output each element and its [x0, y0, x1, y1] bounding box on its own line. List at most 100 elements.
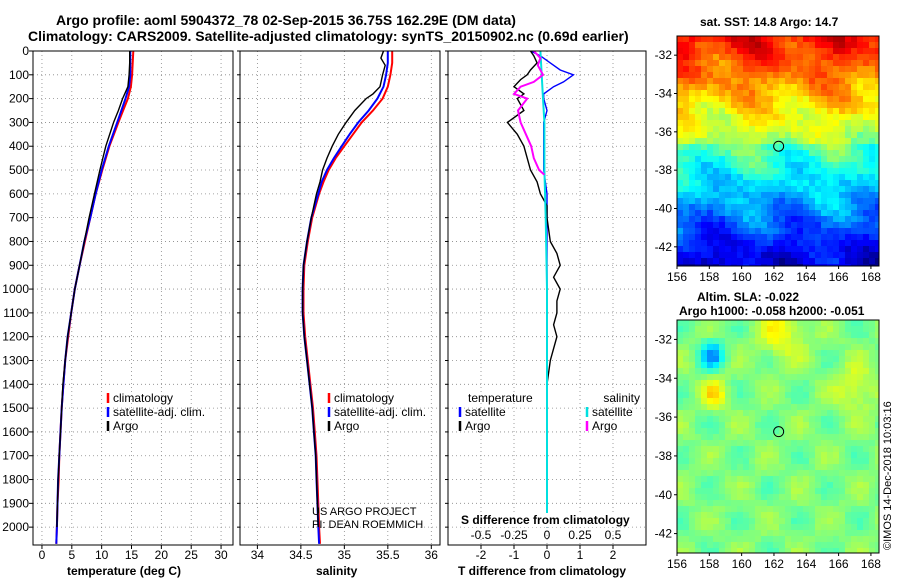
temperature-xtick-label: 5: [68, 548, 75, 562]
sst_map-cell: [809, 168, 816, 175]
sla_map-cell: [677, 512, 684, 519]
sla_map-cell: [701, 398, 708, 405]
sst_map-cell: [743, 132, 750, 139]
sst_map-cell: [833, 180, 840, 187]
sst_map-cell: [833, 114, 840, 121]
sla_map-cell: [815, 416, 822, 423]
sla_map-cell: [845, 542, 852, 549]
sla_map-cell: [863, 386, 870, 393]
sst_map-cell: [869, 90, 876, 97]
sla_map-cell: [833, 536, 840, 543]
sla_map-cell: [833, 428, 840, 435]
sst_map-cell: [689, 78, 696, 85]
sla_map-cell: [851, 500, 858, 507]
sla_map-cell: [803, 338, 810, 345]
sst_map-cell: [683, 192, 690, 199]
sst_map-cell: [857, 204, 864, 211]
sst_map-cell: [707, 180, 714, 187]
sla_map-cell: [779, 458, 786, 465]
sla_map-cell: [875, 404, 879, 411]
sla_map-cell: [737, 410, 744, 417]
sst_map-cell: [755, 60, 762, 67]
sst_map-cell: [773, 246, 780, 253]
sst_map-cell: [857, 222, 864, 229]
sst_map-cell: [857, 234, 864, 241]
sla_map-cell: [875, 428, 879, 435]
sla_map-cell: [743, 422, 750, 429]
sst_map-cell: [851, 228, 858, 235]
sla_map-cell: [857, 320, 864, 327]
sla_map-cell: [689, 350, 696, 357]
sst_map-cell: [779, 36, 786, 43]
sla_map-cell: [749, 326, 756, 333]
sla_map-cell: [743, 488, 750, 495]
sst_map-cell: [797, 108, 804, 115]
sla_map-cell: [815, 482, 822, 489]
sst_map-cell: [863, 216, 870, 223]
sst_map-cell: [845, 162, 852, 169]
figure-title-line1: Argo profile: aoml 5904372_78 02-Sep-201…: [56, 12, 516, 28]
sst_map-cell: [683, 108, 690, 115]
sst_map-cell: [689, 222, 696, 229]
sst_map-cell: [743, 72, 750, 79]
sla_map-cell: [857, 518, 864, 525]
sla_map-cell: [845, 482, 852, 489]
sst_map-cell: [713, 78, 720, 85]
sst_map-cell: [857, 132, 864, 139]
sst_map-argo-marker: [773, 140, 785, 152]
sst_map-cell: [827, 210, 834, 217]
sla_map-cell: [695, 344, 702, 351]
sla_map-cell: [803, 344, 810, 351]
sst_map-cell: [803, 96, 810, 103]
sst_map-cell: [869, 96, 876, 103]
sst_map-cell: [767, 228, 774, 235]
sla_map-cell: [761, 530, 768, 537]
sla_map-cell: [875, 416, 879, 423]
depth-ytick-label: 800: [9, 234, 29, 248]
sst_map-cell: [803, 192, 810, 199]
sst_map-cell: [743, 240, 750, 247]
sst_map-cell: [797, 138, 804, 145]
sla_map-cell: [695, 518, 702, 525]
sla_map-cell: [743, 392, 750, 399]
sla_map-cell: [701, 356, 708, 363]
sla_map-cell: [839, 542, 846, 549]
sla_map-cell: [779, 518, 786, 525]
sla_map-cell: [725, 470, 732, 477]
sla_map-cell: [737, 488, 744, 495]
sst_map-cell: [797, 168, 804, 175]
sst_map-cell: [749, 162, 756, 169]
sst_map-cell: [773, 36, 780, 43]
sst_map-cell: [743, 120, 750, 127]
sst_map-cell: [803, 120, 810, 127]
sst_map-cell: [839, 78, 846, 85]
sla_map-cell: [707, 494, 714, 501]
sst_map-cell: [833, 192, 840, 199]
sla_map-cell: [677, 452, 684, 459]
sst_map-cell: [797, 186, 804, 193]
sst_map-cell: [791, 78, 798, 85]
sst_map-cell: [749, 174, 756, 181]
sst_map-cell: [767, 78, 774, 85]
sla_map-cell: [725, 506, 732, 513]
sst_map-cell: [689, 186, 696, 193]
sla_map-cell: [791, 488, 798, 495]
sla_map-cell: [767, 530, 774, 537]
sst_map-cell: [695, 216, 702, 223]
sla_map-cell: [857, 482, 864, 489]
sst_map-cell: [785, 90, 792, 97]
sst_map-cell: [695, 90, 702, 97]
sla_map-cell: [851, 338, 858, 345]
sla_map-cell: [731, 380, 738, 387]
sla_map-cell: [725, 320, 732, 327]
sst_map-cell: [701, 132, 708, 139]
sla_map-cell: [755, 440, 762, 447]
depth-ytick-label: 600: [9, 187, 29, 201]
sst_map-cell: [683, 222, 690, 229]
sla_map-cell: [689, 332, 696, 339]
sla_map-cell: [803, 326, 810, 333]
sla_map-cell: [839, 530, 846, 537]
sla_map-cell: [803, 536, 810, 543]
sla_map-cell: [677, 500, 684, 507]
sla_map-cell: [725, 344, 732, 351]
